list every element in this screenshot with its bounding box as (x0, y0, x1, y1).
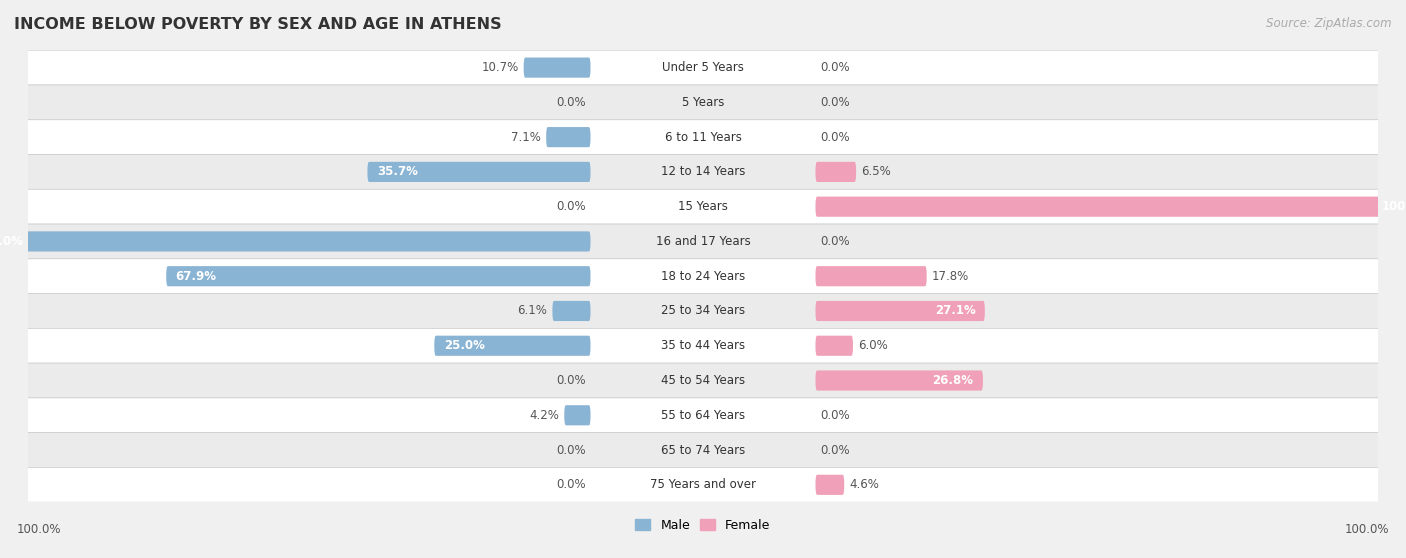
Text: 0.0%: 0.0% (555, 200, 585, 213)
Text: 55 to 64 Years: 55 to 64 Years (661, 409, 745, 422)
Text: 100.0%: 100.0% (0, 235, 24, 248)
FancyBboxPatch shape (22, 398, 1384, 432)
FancyBboxPatch shape (553, 301, 591, 321)
Text: 25 to 34 Years: 25 to 34 Years (661, 305, 745, 318)
Text: 6 to 11 Years: 6 to 11 Years (665, 131, 741, 143)
Text: 0.0%: 0.0% (555, 374, 585, 387)
FancyBboxPatch shape (434, 336, 591, 356)
Text: 10.7%: 10.7% (481, 61, 519, 74)
FancyBboxPatch shape (564, 405, 591, 425)
Text: INCOME BELOW POVERTY BY SEX AND AGE IN ATHENS: INCOME BELOW POVERTY BY SEX AND AGE IN A… (14, 17, 502, 32)
Text: 6.5%: 6.5% (860, 165, 891, 179)
FancyBboxPatch shape (815, 475, 844, 495)
Text: 0.0%: 0.0% (821, 131, 851, 143)
FancyBboxPatch shape (815, 162, 856, 182)
Text: 26.8%: 26.8% (932, 374, 973, 387)
Text: 27.1%: 27.1% (935, 305, 976, 318)
FancyBboxPatch shape (815, 336, 853, 356)
Text: 6.0%: 6.0% (858, 339, 887, 352)
Text: 0.0%: 0.0% (821, 444, 851, 456)
Text: 35 to 44 Years: 35 to 44 Years (661, 339, 745, 352)
Text: 16 and 17 Years: 16 and 17 Years (655, 235, 751, 248)
Text: 25.0%: 25.0% (444, 339, 485, 352)
Text: 75 Years and over: 75 Years and over (650, 478, 756, 491)
Text: 18 to 24 Years: 18 to 24 Years (661, 270, 745, 283)
FancyBboxPatch shape (166, 266, 591, 286)
Text: Source: ZipAtlas.com: Source: ZipAtlas.com (1267, 17, 1392, 30)
FancyBboxPatch shape (22, 432, 1384, 468)
Text: 100.0%: 100.0% (17, 523, 62, 536)
Text: 0.0%: 0.0% (821, 409, 851, 422)
Text: 100.0%: 100.0% (1382, 200, 1406, 213)
Text: 100.0%: 100.0% (1344, 523, 1389, 536)
Text: 65 to 74 Years: 65 to 74 Years (661, 444, 745, 456)
FancyBboxPatch shape (22, 294, 1384, 328)
FancyBboxPatch shape (815, 266, 927, 286)
FancyBboxPatch shape (22, 363, 1384, 398)
Text: Under 5 Years: Under 5 Years (662, 61, 744, 74)
FancyBboxPatch shape (815, 301, 984, 321)
Text: 4.2%: 4.2% (530, 409, 560, 422)
FancyBboxPatch shape (0, 232, 591, 252)
Text: 0.0%: 0.0% (821, 96, 851, 109)
FancyBboxPatch shape (523, 57, 591, 78)
FancyBboxPatch shape (22, 85, 1384, 120)
Text: 12 to 14 Years: 12 to 14 Years (661, 165, 745, 179)
Text: 0.0%: 0.0% (821, 235, 851, 248)
FancyBboxPatch shape (22, 468, 1384, 502)
FancyBboxPatch shape (22, 259, 1384, 294)
FancyBboxPatch shape (22, 155, 1384, 189)
Text: 45 to 54 Years: 45 to 54 Years (661, 374, 745, 387)
FancyBboxPatch shape (22, 120, 1384, 155)
FancyBboxPatch shape (22, 328, 1384, 363)
Text: 6.1%: 6.1% (517, 305, 547, 318)
Legend: Male, Female: Male, Female (630, 513, 776, 537)
FancyBboxPatch shape (815, 371, 983, 391)
Text: 15 Years: 15 Years (678, 200, 728, 213)
Text: 0.0%: 0.0% (555, 478, 585, 491)
Text: 17.8%: 17.8% (932, 270, 969, 283)
FancyBboxPatch shape (22, 224, 1384, 259)
Text: 4.6%: 4.6% (849, 478, 879, 491)
FancyBboxPatch shape (22, 189, 1384, 224)
Text: 7.1%: 7.1% (512, 131, 541, 143)
FancyBboxPatch shape (546, 127, 591, 147)
FancyBboxPatch shape (22, 50, 1384, 85)
Text: 0.0%: 0.0% (821, 61, 851, 74)
Text: 5 Years: 5 Years (682, 96, 724, 109)
Text: 35.7%: 35.7% (377, 165, 418, 179)
FancyBboxPatch shape (367, 162, 591, 182)
Text: 0.0%: 0.0% (555, 444, 585, 456)
Text: 67.9%: 67.9% (176, 270, 217, 283)
FancyBboxPatch shape (815, 196, 1406, 217)
Text: 0.0%: 0.0% (555, 96, 585, 109)
